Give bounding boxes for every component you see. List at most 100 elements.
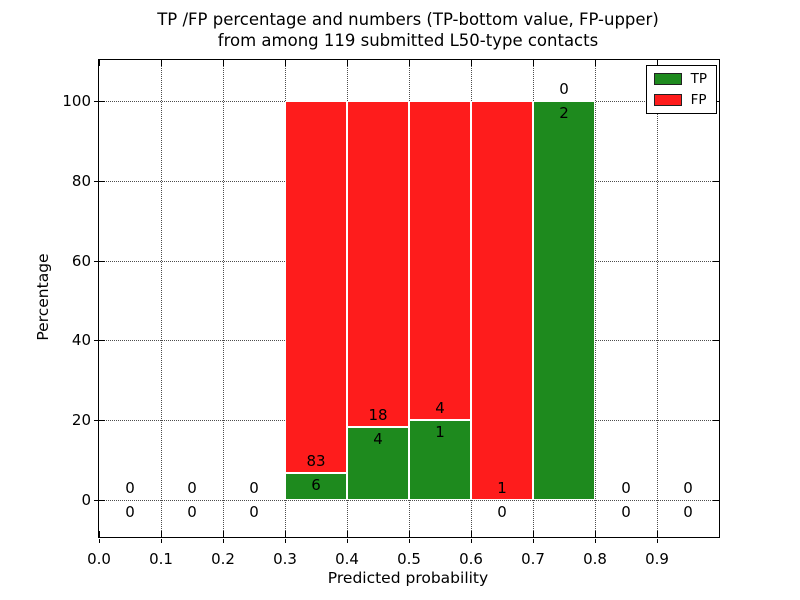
x-gridline: [595, 60, 596, 537]
y-tick-mark: [99, 260, 105, 262]
y-tick-mark: [93, 420, 98, 422]
chart-title: TP /FP percentage and numbers (TP-bottom…: [98, 9, 718, 51]
tp-count-label: 0: [683, 502, 693, 521]
x-tick-mark: [285, 60, 286, 66]
x-gridline: [161, 60, 162, 537]
x-tick-mark: [409, 538, 410, 543]
tp-count-label: 0: [621, 502, 631, 521]
y-tick-label: 20: [71, 411, 91, 430]
x-tick-label: 0.8: [583, 550, 607, 568]
y-tick-mark: [99, 499, 105, 501]
y-axis-label: Percentage: [34, 253, 52, 341]
fp-count-label: 0: [187, 478, 197, 497]
x-tick-label: 0.9: [645, 550, 669, 568]
legend-label-fp: FP: [690, 92, 707, 108]
y-tick-mark: [93, 340, 98, 342]
x-tick-mark: [595, 531, 596, 537]
fp-count-label: 83: [306, 452, 326, 471]
x-tick-mark: [533, 60, 534, 66]
y-tick-mark: [99, 420, 105, 422]
x-tick-mark: [285, 531, 286, 537]
bar-segment-tp: [347, 427, 409, 500]
x-tick-mark: [223, 531, 224, 537]
x-tick-mark: [595, 538, 596, 543]
x-tick-mark: [595, 60, 596, 66]
x-axis-label: Predicted probability: [327, 569, 489, 587]
bar-segment-tp: [409, 420, 471, 500]
y-tick-mark: [93, 260, 98, 262]
y-tick-label: 100: [62, 92, 91, 111]
fp-count-label: 4: [435, 399, 445, 418]
x-tick-label: 0.5: [397, 550, 421, 568]
chart-title-line1: TP /FP percentage and numbers (TP-bottom…: [157, 10, 659, 29]
x-tick-mark: [657, 538, 658, 543]
y-tick-mark: [713, 340, 719, 342]
fp-count-label: 0: [249, 478, 259, 497]
legend: TP FP: [645, 65, 717, 114]
x-tick-label: 0.1: [149, 550, 173, 568]
fp-count-label: 1: [497, 478, 507, 497]
y-tick-label: 40: [71, 331, 91, 350]
x-gridline: [223, 60, 224, 537]
x-tick-mark: [347, 531, 348, 537]
y-tick-mark: [99, 340, 105, 342]
x-tick-mark: [223, 538, 224, 543]
x-tick-label: 0.3: [273, 550, 297, 568]
tp-count-label: 2: [559, 104, 569, 123]
chart-title-line2: from among 119 submitted L50-type contac…: [217, 31, 599, 50]
plot-area: TP FP 0 0 0 0 0 0 83 6 18 4 4 1 1 0 0 2 0 0 0 0 0.0 0.1 0.2 0.3…: [62, 59, 720, 568]
y-tick-mark: [93, 101, 98, 103]
y-tick-label: 0: [81, 490, 91, 509]
tp-count-label: 6: [311, 476, 321, 495]
x-tick-label: 0.6: [459, 550, 483, 568]
bar-segment-fp: [471, 101, 533, 500]
y-tick-mark: [713, 420, 719, 422]
fp-count-label: 0: [683, 478, 693, 497]
y-tick-mark: [93, 180, 98, 182]
x-tick-label: 0.7: [521, 550, 545, 568]
x-tick-mark: [223, 60, 224, 66]
x-tick-mark: [471, 60, 472, 66]
x-tick-mark: [99, 531, 100, 537]
y-tick-mark: [713, 180, 719, 182]
tp-swatch-icon: [653, 73, 682, 85]
y-tick-mark: [93, 499, 98, 501]
fp-swatch-icon: [653, 94, 682, 106]
tp-count-label: 4: [373, 430, 383, 449]
fp-count-label: 0: [125, 478, 135, 497]
x-tick-mark: [347, 538, 348, 543]
x-tick-mark: [471, 531, 472, 537]
x-tick-mark: [161, 531, 162, 537]
y-tick-mark: [713, 260, 719, 262]
y-tick-label: 60: [71, 251, 91, 270]
x-tick-mark: [533, 538, 534, 543]
x-tick-label: 0.0: [87, 550, 111, 568]
x-tick-mark: [657, 531, 658, 537]
x-tick-mark: [99, 60, 100, 66]
x-tick-mark: [657, 60, 658, 66]
y-tick-mark: [99, 101, 105, 103]
bar-segment-fp: [409, 101, 471, 421]
y-tick-mark: [713, 499, 719, 501]
bar-segment-fp: [347, 101, 409, 428]
tp-count-label: 0: [249, 502, 259, 521]
x-tick-label: 0.2: [211, 550, 235, 568]
x-tick-label: 0.4: [335, 550, 359, 568]
legend-label-tp: TP: [690, 71, 707, 87]
fp-count-label: 18: [368, 406, 388, 425]
x-tick-mark: [347, 60, 348, 66]
legend-row-fp: FP: [653, 92, 707, 108]
x-tick-mark: [533, 531, 534, 537]
y-tick-mark: [99, 180, 105, 182]
x-tick-mark: [161, 60, 162, 66]
bar-segment-tp: [285, 473, 347, 500]
fp-count-label: 0: [621, 478, 631, 497]
bar-segment-fp: [285, 101, 347, 474]
tp-count-label: 0: [125, 502, 135, 521]
tp-count-label: 0: [497, 502, 507, 521]
x-tick-mark: [409, 60, 410, 66]
legend-row-tp: TP: [653, 71, 707, 87]
x-gridline: [657, 60, 658, 537]
fp-count-label: 0: [559, 80, 569, 99]
